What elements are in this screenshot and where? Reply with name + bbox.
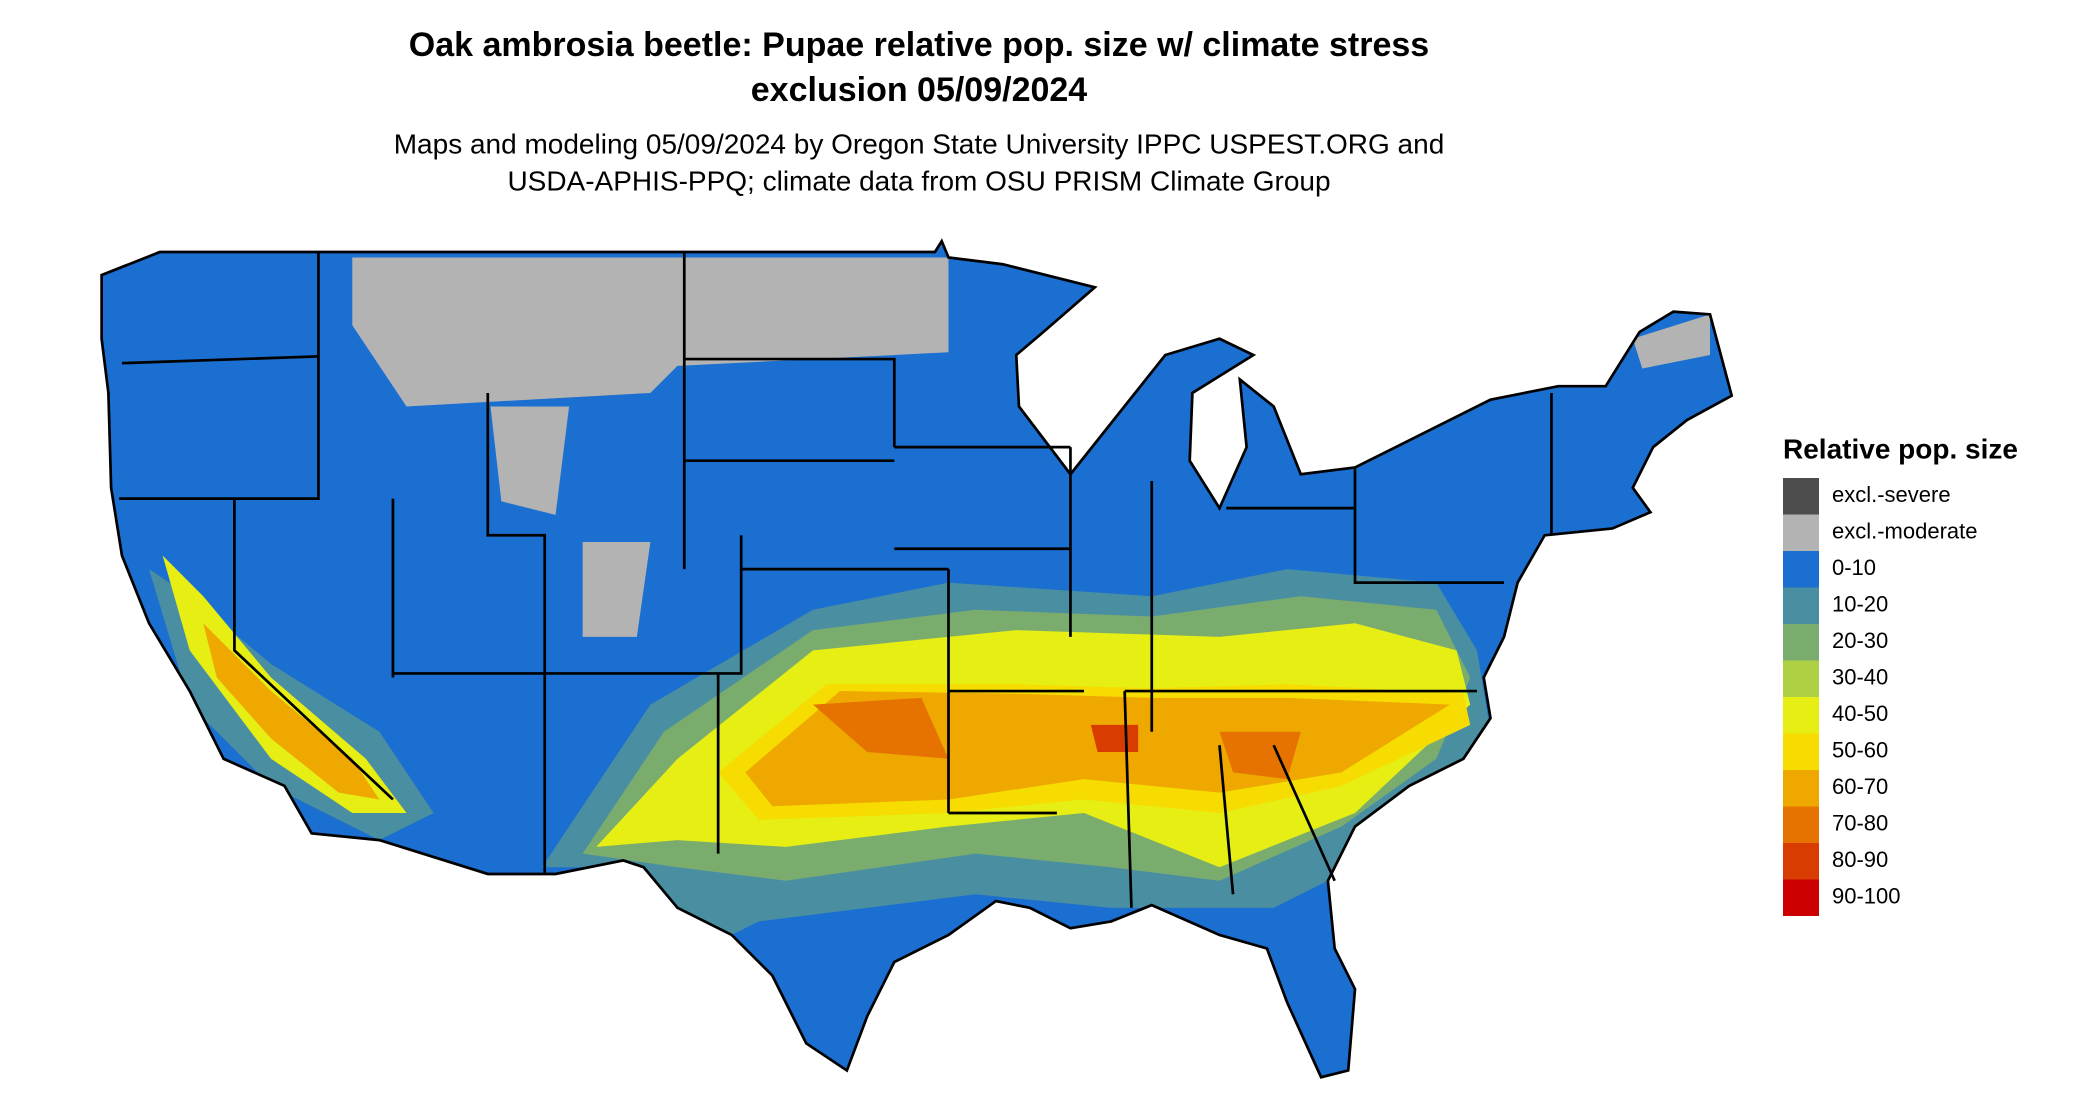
legend-label: 0-10 bbox=[1832, 555, 1876, 580]
legend-swatch bbox=[1783, 697, 1819, 734]
title-line: exclusion 05/09/2024 bbox=[751, 71, 1088, 109]
legend-label: 60-70 bbox=[1832, 774, 1888, 799]
subtitle-line: Maps and modeling 05/09/2024 by Oregon S… bbox=[394, 128, 1445, 159]
region-fill bbox=[1632, 314, 1711, 369]
legend-swatch bbox=[1783, 624, 1819, 661]
region-fill bbox=[203, 623, 380, 800]
legend-label: 90-100 bbox=[1832, 883, 1901, 908]
legend-label: 40-50 bbox=[1832, 701, 1888, 726]
legend-label: 50-60 bbox=[1832, 737, 1888, 762]
legend-swatch bbox=[1783, 514, 1819, 551]
legend-swatch bbox=[1783, 770, 1819, 807]
subtitle-line: USDA-APHIS-PPQ; climate data from OSU PR… bbox=[507, 165, 1330, 196]
legend-swatch bbox=[1783, 660, 1819, 697]
region-fill bbox=[162, 555, 407, 813]
legend-label: 80-90 bbox=[1832, 847, 1888, 872]
legend: excl.-severe excl.-moderate 0-10 10-20 20-30… bbox=[1783, 478, 1978, 916]
legend-swatch bbox=[1783, 843, 1819, 880]
region-fill bbox=[813, 697, 949, 759]
legend-label: excl.-severe bbox=[1832, 482, 1951, 507]
map bbox=[100, 238, 1734, 1079]
state-borders bbox=[100, 238, 1734, 1079]
legend-swatch bbox=[1783, 478, 1819, 515]
legend-label: 10-20 bbox=[1832, 591, 1888, 616]
legend-swatch bbox=[1783, 587, 1819, 624]
legend-swatch bbox=[1783, 551, 1819, 588]
region-fill bbox=[1090, 724, 1139, 753]
legend-swatch bbox=[1783, 806, 1819, 843]
legend-swatch bbox=[1783, 879, 1819, 916]
legend-label: 30-40 bbox=[1832, 664, 1888, 689]
region-fill bbox=[1219, 731, 1301, 780]
legend-label: 70-80 bbox=[1832, 810, 1888, 835]
region-fill bbox=[582, 542, 651, 637]
legend-title: Relative pop. size bbox=[1783, 433, 2018, 464]
region-fill bbox=[352, 257, 949, 407]
region-fill bbox=[490, 406, 570, 515]
legend-label: excl.-moderate bbox=[1832, 518, 1978, 543]
title-line: Oak ambrosia beetle: Pupae relative pop.… bbox=[409, 26, 1429, 64]
legend-label: 20-30 bbox=[1832, 628, 1888, 653]
legend-swatch bbox=[1783, 733, 1819, 770]
